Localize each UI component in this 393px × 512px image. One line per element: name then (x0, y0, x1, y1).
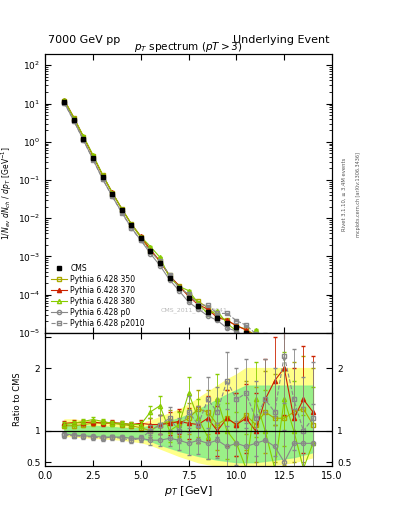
X-axis label: $p_T\ [\mathrm{GeV}]$: $p_T\ [\mathrm{GeV}]$ (164, 483, 213, 498)
Text: CMS_2011_S9120041: CMS_2011_S9120041 (161, 308, 228, 313)
Title: $p_T\ \mathrm{spectrum}\ (pT > 3)$: $p_T\ \mathrm{spectrum}\ (pT > 3)$ (134, 40, 243, 54)
Text: mcplots.cern.ch [arXiv:1306.3436]: mcplots.cern.ch [arXiv:1306.3436] (356, 152, 361, 237)
Y-axis label: $1/N_{ev}\ dN_{ch}\ /\ dp_T\ [\mathrm{GeV}^{-1}]$: $1/N_{ev}\ dN_{ch}\ /\ dp_T\ [\mathrm{Ge… (0, 146, 14, 240)
Legend: CMS, Pythia 6.428 350, Pythia 6.428 370, Pythia 6.428 380, Pythia 6.428 p0, Pyth: CMS, Pythia 6.428 350, Pythia 6.428 370,… (49, 263, 147, 329)
Text: 7000 GeV pp: 7000 GeV pp (48, 35, 120, 46)
Text: Rivet 3.1.10, ≥ 3.4M events: Rivet 3.1.10, ≥ 3.4M events (342, 158, 347, 231)
Text: Underlying Event: Underlying Event (233, 35, 329, 46)
Y-axis label: Ratio to CMS: Ratio to CMS (13, 373, 22, 426)
